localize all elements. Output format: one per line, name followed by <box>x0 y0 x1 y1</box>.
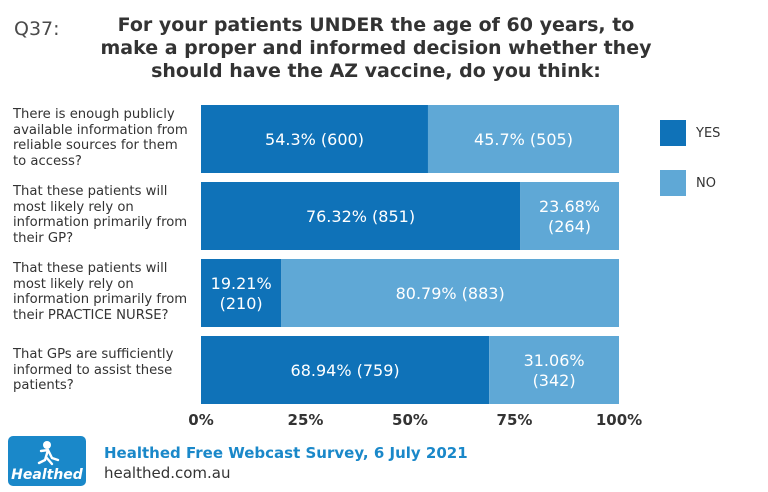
bar-no-2 <box>520 182 619 250</box>
bar-no-4 <box>489 336 619 404</box>
data-label-no-4: 31.06% <box>524 351 585 370</box>
data-label-yes-1: 54.3% (600) <box>265 130 364 149</box>
data-label-yes-3: (210) <box>220 294 263 313</box>
bar-no-3 <box>281 259 619 327</box>
data-label-no-1: 45.7% (505) <box>474 130 573 149</box>
x-tick-label: 100% <box>596 411 642 429</box>
x-tick-label: 75% <box>497 411 533 429</box>
row-label-1: There is enough publicly available infor… <box>13 107 188 169</box>
chart-title: For your patients UNDER the age of 60 ye… <box>100 14 652 82</box>
row-label-3: That these patients will most likely rel… <box>13 261 188 323</box>
bar-yes-4 <box>201 336 490 404</box>
healthed-logo: Healthed <box>8 436 86 486</box>
legend-item-yes: YES <box>660 120 750 148</box>
data-label-no-2: 23.68% <box>539 197 600 216</box>
data-label-yes-2: 76.32% (851) <box>306 207 415 226</box>
legend-swatch-no <box>660 170 686 196</box>
x-tick-label: 0% <box>188 411 213 429</box>
bar-no-1 <box>427 105 619 173</box>
row-label-2: That these patients will most likely rel… <box>13 184 188 246</box>
survey-source: Healthed Free Webcast Survey, 6 July 202… <box>104 444 468 462</box>
data-label-yes-3: 19.21% <box>211 274 272 293</box>
legend-label-no: NO <box>696 176 716 191</box>
x-tick-label: 50% <box>392 411 428 429</box>
legend-label-yes: YES <box>696 126 721 141</box>
data-label-no-4: (342) <box>533 371 576 390</box>
data-label-no-3: 80.79% (883) <box>396 284 505 303</box>
data-label-yes-4: 68.94% (759) <box>291 361 400 380</box>
row-label-4: That GPs are sufficiently informed to as… <box>13 347 174 393</box>
runner-icon <box>37 441 60 466</box>
bar-yes-2 <box>201 182 521 250</box>
bar-yes-1 <box>201 105 428 173</box>
logo-text: Healthed <box>11 467 83 483</box>
x-tick-label: 25% <box>288 411 324 429</box>
question-number: Q37: <box>14 18 60 40</box>
website-link[interactable]: healthed.com.au <box>104 464 231 482</box>
data-label-no-2: (264) <box>548 217 591 236</box>
bar-yes-3 <box>201 259 282 327</box>
legend-swatch-yes <box>660 120 686 146</box>
legend-item-no: NO <box>660 170 750 198</box>
